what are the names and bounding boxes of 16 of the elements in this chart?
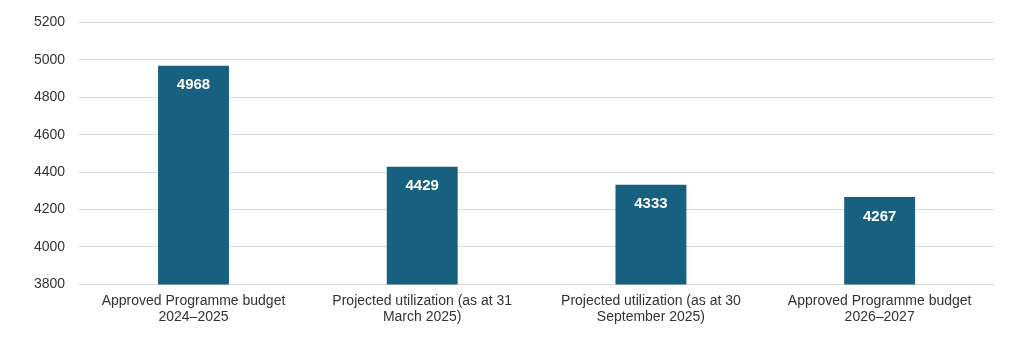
y-tick-label: 4600 <box>33 125 66 142</box>
y-tick-label: 3800 <box>33 275 66 292</box>
data-label: 4267 <box>862 206 897 224</box>
y-tick-label: 4000 <box>33 237 66 254</box>
data-label: 4429 <box>405 176 439 194</box>
y-tick-label: 4800 <box>33 88 66 105</box>
x-tick-label: Projected utilization (as at 31 March 2025) <box>332 291 513 325</box>
y-tick-label: 4400 <box>33 162 66 179</box>
y-tick-label: 5000 <box>33 50 66 67</box>
data-label: 4333 <box>634 194 668 212</box>
y-tick-label: 4200 <box>33 200 66 217</box>
x-tick-label: Approved Programme budget 2026–2027 <box>787 291 972 325</box>
data-label: 4968 <box>176 75 211 93</box>
x-tick-label: Projected utilization (as at 30 September 2025) <box>561 291 742 325</box>
y-tick-label: 5200 <box>33 13 66 30</box>
x-tick-label: Approved Programme budget 2024–2025 <box>101 291 286 325</box>
